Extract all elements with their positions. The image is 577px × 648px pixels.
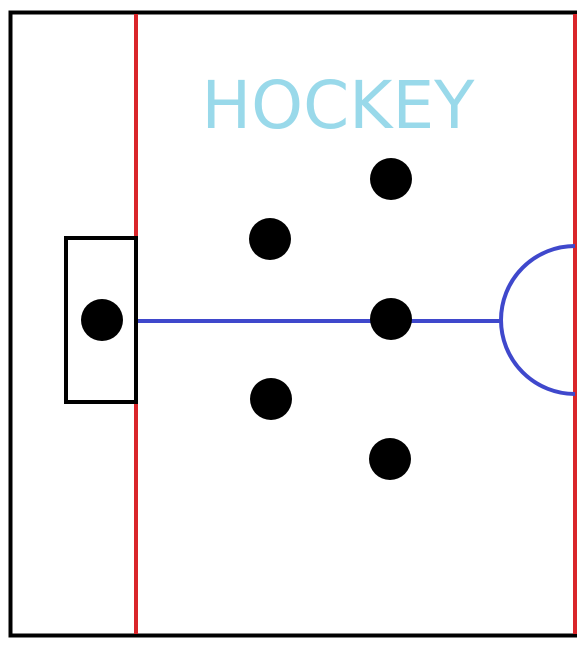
goal-box (64, 236, 138, 404)
player-lower-left (250, 378, 292, 420)
player-center (370, 298, 412, 340)
diagram-title: HOCKEY (202, 67, 476, 144)
player-top-right (370, 158, 412, 200)
player-upper-left (249, 218, 291, 260)
player-bottom-right (369, 438, 411, 480)
center-circle-arc (499, 244, 576, 396)
player-goalie (81, 299, 123, 341)
